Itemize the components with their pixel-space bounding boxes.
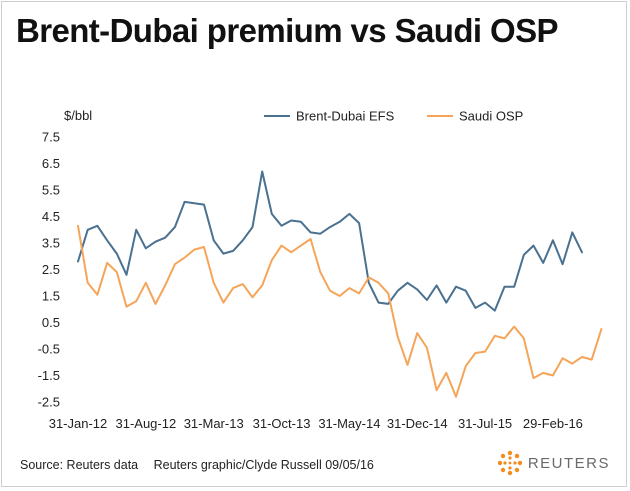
y-tick-label: 5.5 <box>42 183 60 198</box>
reuters-logo: REUTERS <box>497 450 610 476</box>
legend: Brent-Dubai EFS Saudi OSP <box>264 109 523 124</box>
x-tick-label: 31-Dec-14 <box>387 416 448 431</box>
series-line-brent-dubai-efs <box>77 170 583 312</box>
y-tick-label: 0.5 <box>42 315 60 330</box>
chart-title: Brent-Dubai premium vs Saudi OSP <box>16 12 559 49</box>
line-chart: $/bbl Brent-Dubai EFS Saudi OSP 7.5 6.5 5.5… <box>38 108 603 431</box>
x-tick-label: 31-Jan-12 <box>49 416 108 431</box>
x-axis-ticks: 31-Jan-12 31-Aug-12 31-Mar-13 31-Oct-13 31-M… <box>49 416 583 431</box>
legend-label: Brent-Dubai EFS <box>296 109 395 124</box>
y-tick-label: 6.5 <box>42 156 60 171</box>
y-tick-label: -2.5 <box>38 395 60 410</box>
y-axis-ticks: 7.5 6.5 5.5 4.5 3.5 2.5 1.5 0.5 -0.5 -1.5 -2.5 <box>38 130 60 410</box>
source-note: Source: Reuters data Reuters graphic/Cly… <box>20 458 374 472</box>
y-tick-label: 2.5 <box>42 262 60 277</box>
x-tick-label: 31-Jul-15 <box>458 416 512 431</box>
x-tick-label: 31-Oct-13 <box>253 416 311 431</box>
x-tick-label: 31-Aug-12 <box>115 416 176 431</box>
y-tick-label: -1.5 <box>38 368 60 383</box>
legend-label: Saudi OSP <box>459 109 523 124</box>
series-line-saudi-osp <box>77 224 603 398</box>
x-tick-label: 31-May-14 <box>318 416 380 431</box>
x-tick-label: 29-Feb-16 <box>523 416 583 431</box>
logo-text: REUTERS <box>527 454 610 472</box>
y-tick-label: -0.5 <box>38 342 60 357</box>
y-tick-label: 3.5 <box>42 236 60 251</box>
source-text: Source: Reuters data <box>20 458 139 472</box>
y-tick-label: 1.5 <box>42 289 60 304</box>
reuters-dots-icon <box>497 450 523 476</box>
series-lines <box>77 170 603 398</box>
y-tick-label: 7.5 <box>42 130 60 145</box>
y-axis-label: $/bbl <box>64 108 92 123</box>
credit-text: Reuters graphic/Clyde Russell 09/05/16 <box>153 458 374 472</box>
x-tick-label: 31-Mar-13 <box>184 416 244 431</box>
y-tick-label: 4.5 <box>42 209 60 224</box>
